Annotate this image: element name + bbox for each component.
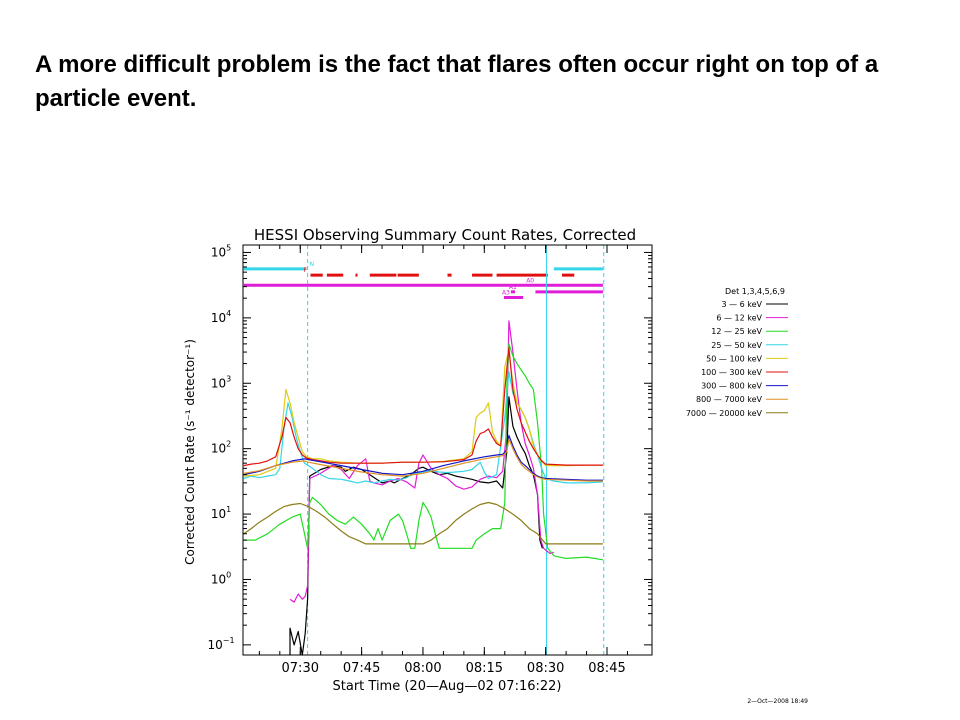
y-tick-label: 105 bbox=[211, 243, 231, 259]
x-tick-label: 08:15 bbox=[466, 661, 503, 676]
y-tick-label: 10−1 bbox=[207, 636, 234, 652]
footer-stamp: 2—Oct—2008 18:49 bbox=[747, 698, 808, 705]
legend-label: 7000 — 20000 keV bbox=[686, 409, 763, 418]
plot-frame bbox=[242, 244, 653, 656]
axis-ticks: 07:30 07:45 08:00 08:15 08:30 08:45 105 104 103 1… bbox=[207, 243, 652, 676]
x-tick-label: 07:30 bbox=[282, 661, 319, 676]
legend: 3 — 6 keV 6 — 12 keV 12 — 25 keV 25 — 50 ke… bbox=[686, 300, 788, 418]
flag-label-f: F bbox=[304, 267, 308, 274]
series-line-3 bbox=[243, 343, 603, 561]
legend-label: 6 — 12 keV bbox=[716, 314, 762, 323]
series-line-7 bbox=[243, 434, 603, 481]
x-tick-label: 07:45 bbox=[343, 661, 380, 676]
slide-title: A more difficult problem is the fact tha… bbox=[35, 51, 879, 112]
legend-label: 300 — 800 keV bbox=[701, 382, 762, 391]
series-line-6 bbox=[243, 347, 603, 467]
series-line-8 bbox=[243, 438, 603, 482]
y-tick-label: 100 bbox=[211, 570, 231, 586]
flag-label-a3: A3 bbox=[502, 289, 510, 296]
y-tick-label: 102 bbox=[211, 440, 231, 456]
legend-title: Det 1,3,4,5,6,9 bbox=[725, 287, 785, 296]
series-line-4 bbox=[243, 371, 603, 484]
event-markers bbox=[307, 245, 605, 655]
legend-label: 100 — 300 keV bbox=[701, 368, 762, 377]
y-tick-label: 101 bbox=[211, 505, 231, 521]
x-tick-label: 08:30 bbox=[527, 661, 564, 676]
y-tick-label: 104 bbox=[211, 309, 231, 325]
x-axis-label: Start Time (20—Aug—02 07:16:22) bbox=[333, 679, 562, 694]
series-lines bbox=[243, 320, 603, 656]
legend-label: 800 — 7000 keV bbox=[696, 395, 763, 404]
legend-label: 25 — 50 keV bbox=[711, 341, 762, 350]
legend-label: 3 — 6 keV bbox=[721, 300, 762, 309]
x-tick-label: 08:45 bbox=[588, 661, 625, 676]
flag-label-a0: A0 bbox=[526, 277, 534, 284]
flag-label-n: N bbox=[310, 261, 315, 268]
flag-label-a1: A1 bbox=[509, 284, 517, 291]
y-tick-label: 103 bbox=[211, 374, 231, 390]
x-tick-label: 08:00 bbox=[404, 661, 441, 676]
series-line-9 bbox=[243, 501, 603, 545]
legend-label: 12 — 25 keV bbox=[711, 327, 762, 336]
legend-label: 50 — 100 keV bbox=[706, 354, 762, 363]
chart-title: HESSI Observing Summary Count Rates, Cor… bbox=[254, 226, 636, 244]
y-axis-label: Corrected Count Rate (s⁻¹ detector⁻¹) bbox=[183, 339, 197, 565]
series-line-1 bbox=[289, 396, 543, 656]
series-line-2 bbox=[289, 320, 554, 603]
series-line-5 bbox=[243, 349, 603, 477]
